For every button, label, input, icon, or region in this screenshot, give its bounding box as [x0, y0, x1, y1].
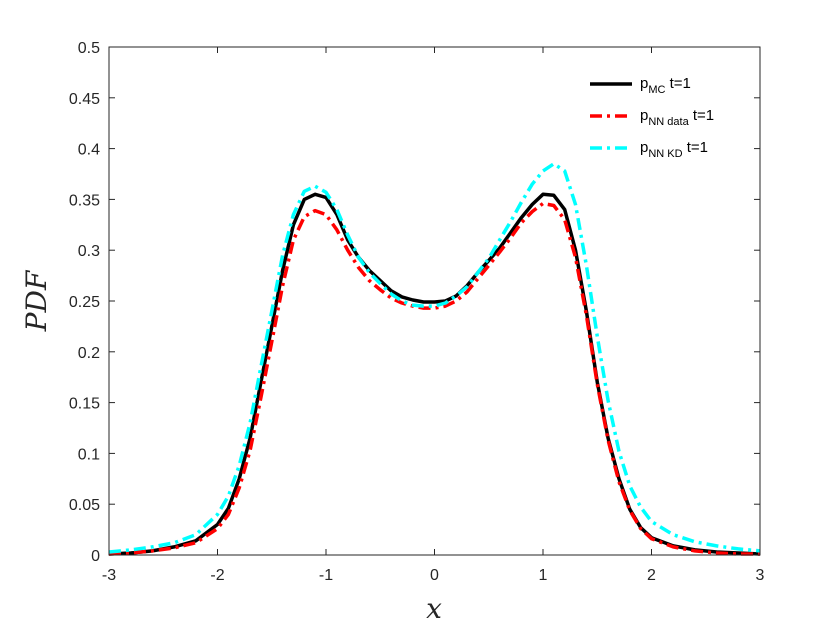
series-line-2 [108, 201, 760, 556]
legend-entry-1: pMC t=1 [640, 75, 691, 96]
legend-main: p [640, 107, 648, 124]
y-tick-label: 0.15 [69, 396, 100, 413]
y-tick-label: 0.2 [78, 345, 100, 362]
y-tick-label: 0.35 [69, 192, 100, 209]
legend-entry-3: pNN KD t=1 [640, 139, 708, 160]
y-tick-label: 0.25 [69, 294, 100, 311]
x-tick-label: 1 [539, 567, 548, 584]
legend-subscript: NN data [648, 116, 689, 128]
y-tick-label: 0 [91, 548, 100, 565]
legend-suffix: t=1 [683, 139, 708, 156]
y-tick-label: 0.4 [78, 142, 100, 159]
series-layer [108, 162, 761, 556]
y-tick-label: 0.1 [78, 446, 100, 463]
x-tick-label: -3 [102, 567, 116, 584]
legend-suffix: t=1 [689, 107, 714, 124]
y-axis-title: PDF [20, 269, 53, 332]
series-line-3 [108, 162, 761, 554]
legend-main: p [640, 75, 648, 92]
legend-subscript: NN KD [648, 148, 682, 160]
tick-layer: -3 -2 -1 0 1 2 3 0 0.05 0.1 0.15 0.2 0.25 0.3 0.35 0.4 0… [69, 40, 765, 584]
x-tick-label: -1 [319, 567, 333, 584]
x-tick-label: 2 [647, 567, 656, 584]
y-tick-label: 0.5 [78, 40, 100, 57]
x-tick-label: 3 [756, 567, 765, 584]
x-axis-title: x [426, 592, 442, 625]
x-tick-label: -2 [210, 567, 224, 584]
legend-subscript: MC [648, 84, 665, 96]
y-tick-label: 0.05 [69, 497, 100, 514]
x-tick-label: 0 [430, 567, 439, 584]
legend-suffix: t=1 [665, 75, 690, 92]
legend-main: p [640, 139, 648, 156]
legend-entry-2: pNN data t=1 [640, 107, 714, 128]
y-tick-label: 0.45 [69, 91, 100, 108]
y-tick-label: 0.3 [78, 243, 100, 260]
